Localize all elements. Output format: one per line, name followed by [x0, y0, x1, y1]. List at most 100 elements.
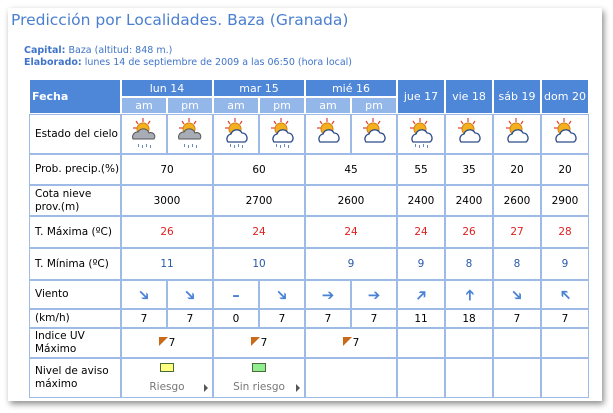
tmin-cell: 9 — [397, 248, 445, 280]
empty-cell — [397, 328, 445, 358]
wind-arrow-se-icon: ➔ — [179, 283, 201, 306]
empty-cell — [493, 358, 541, 398]
row-label-cell: Prob. precip.(%) — [29, 154, 121, 185]
wind-speed: 7 — [561, 312, 569, 325]
wind-cell: ➔ — [167, 280, 213, 309]
cota-cell: 2400 — [445, 185, 493, 216]
day-header: dom 20 — [542, 80, 588, 113]
wind-speed: 7 — [140, 312, 148, 325]
uv-value: 7 — [158, 337, 175, 349]
empty-cell — [305, 358, 397, 398]
row-label-cell: Viento — [29, 280, 121, 309]
row-label-cell: Indice UV Máximo — [29, 328, 121, 358]
cloudy-sun-rain-icon — [132, 117, 156, 148]
wind-arrow-ne-icon: ➔ — [410, 283, 432, 306]
wind-cell: ➔ — [541, 280, 589, 309]
calm-icon: – — [232, 285, 240, 304]
day-header: lun 14 — [122, 80, 212, 96]
wind-speed: 7 — [324, 312, 332, 325]
sun-cloud-icon — [506, 117, 529, 143]
wind-arrow-se-icon: ➔ — [506, 283, 528, 306]
wind-cell: – — [213, 280, 259, 309]
period-am: am — [214, 98, 258, 113]
tmin-value: 11 — [160, 258, 174, 270]
prob-value: 55 — [414, 163, 428, 176]
cota-cell: 2600 — [493, 185, 541, 216]
day-header: jue 17 — [398, 80, 444, 113]
sun-cloud-icon — [458, 117, 481, 143]
cota-cell: 3000 — [121, 185, 213, 216]
kmh-cell: 11 — [397, 309, 445, 328]
uv-cell: 7 — [305, 328, 397, 358]
tmax-cell: 24 — [397, 216, 445, 248]
row-label: (km/h) — [35, 312, 70, 324]
row-label: T. Mínima (ºC) — [35, 257, 109, 270]
warning-cell[interactable]: Sin riesgo — [213, 358, 305, 398]
tmin-value: 9 — [561, 258, 569, 270]
uv-cell: 7 — [121, 328, 213, 358]
tmax-value: 26 — [160, 226, 174, 238]
prob-cell: 20 — [541, 154, 589, 185]
prob-cell: 70 — [121, 154, 213, 185]
kmh-cell: 7 — [305, 309, 351, 328]
tmax-value: 24 — [414, 226, 428, 238]
tmax-value: 28 — [558, 226, 572, 238]
kmh-cell: 7 — [351, 309, 397, 328]
tmin-cell: 8 — [493, 248, 541, 280]
kmh-cell: 7 — [259, 309, 305, 328]
prob-value: 70 — [160, 163, 174, 176]
sky-cell — [305, 114, 351, 154]
elaborado-label: Elaborado: — [24, 57, 82, 68]
cota-value: 2900 — [551, 194, 579, 207]
capital-value: Baza (altitud: 848 m.) — [68, 45, 173, 56]
kmh-row: (km/h) 7 7 0 7 7 7 11 18 7 7 — [29, 309, 589, 328]
expand-arrow-icon[interactable] — [296, 384, 300, 392]
meta-info: Capital: Baza (altitud: 848 m.) Elaborad… — [24, 45, 352, 69]
tmax-row: T. Máxima (ºC) 26 24 24 24 26 27 28 — [29, 216, 589, 248]
capital-label: Capital: — [24, 45, 66, 56]
period-am: am — [122, 98, 166, 113]
page-title: Predicción por Localidades. Baza (Granad… — [11, 11, 349, 29]
row-label-cell: (km/h) — [29, 309, 121, 328]
tmin-value: 8 — [513, 258, 521, 270]
sky-cell — [213, 114, 259, 154]
prob-value: 60 — [252, 163, 266, 176]
tmin-value: 8 — [465, 258, 473, 270]
tmax-cell: 27 — [493, 216, 541, 248]
uv-value: 7 — [342, 337, 359, 349]
forecast-card: Predicción por Localidades. Baza (Granad… — [8, 8, 602, 401]
kmh-cell: 7 — [493, 309, 541, 328]
prob-cell: 55 — [397, 154, 445, 185]
tmin-value: 9 — [417, 258, 425, 270]
sun-cloud-rain-icon — [410, 117, 433, 148]
cota-value: 2400 — [455, 194, 483, 207]
wind-arrow-n-icon: ➔ — [459, 288, 478, 301]
cota-value: 2400 — [407, 194, 435, 207]
prob-cell: 60 — [213, 154, 305, 185]
sky-cell — [541, 114, 589, 154]
tmin-cell: 9 — [305, 248, 397, 280]
kmh-cell: 7 — [541, 309, 589, 328]
warning-level-text: Riesgo — [149, 381, 185, 393]
sky-cell — [167, 114, 213, 154]
day-header: mié 16 — [306, 80, 396, 96]
warning-level-text: Sin riesgo — [233, 381, 285, 393]
wind-speed: 11 — [414, 312, 428, 325]
tmax-cell: 26 — [445, 216, 493, 248]
wind-speed: 7 — [186, 312, 194, 325]
cota-value: 2700 — [245, 194, 273, 207]
elaborado-value: lunes 14 de septiembre de 2009 a las 06:… — [84, 57, 353, 68]
sky-cell — [493, 114, 541, 154]
day-header: sáb 19 — [494, 80, 540, 113]
wind-arrow-se-icon: ➔ — [271, 283, 293, 306]
tmax-value: 26 — [462, 226, 476, 238]
kmh-cell: 18 — [445, 309, 493, 328]
wind-cell: ➔ — [445, 280, 493, 309]
empty-cell — [445, 358, 493, 398]
warning-cell[interactable]: Riesgo — [121, 358, 213, 398]
period-am: am — [306, 98, 350, 113]
expand-arrow-icon[interactable] — [204, 384, 208, 392]
tmax-value: 24 — [252, 226, 266, 238]
wind-cell: ➔ — [493, 280, 541, 309]
kmh-cell: 0 — [213, 309, 259, 328]
